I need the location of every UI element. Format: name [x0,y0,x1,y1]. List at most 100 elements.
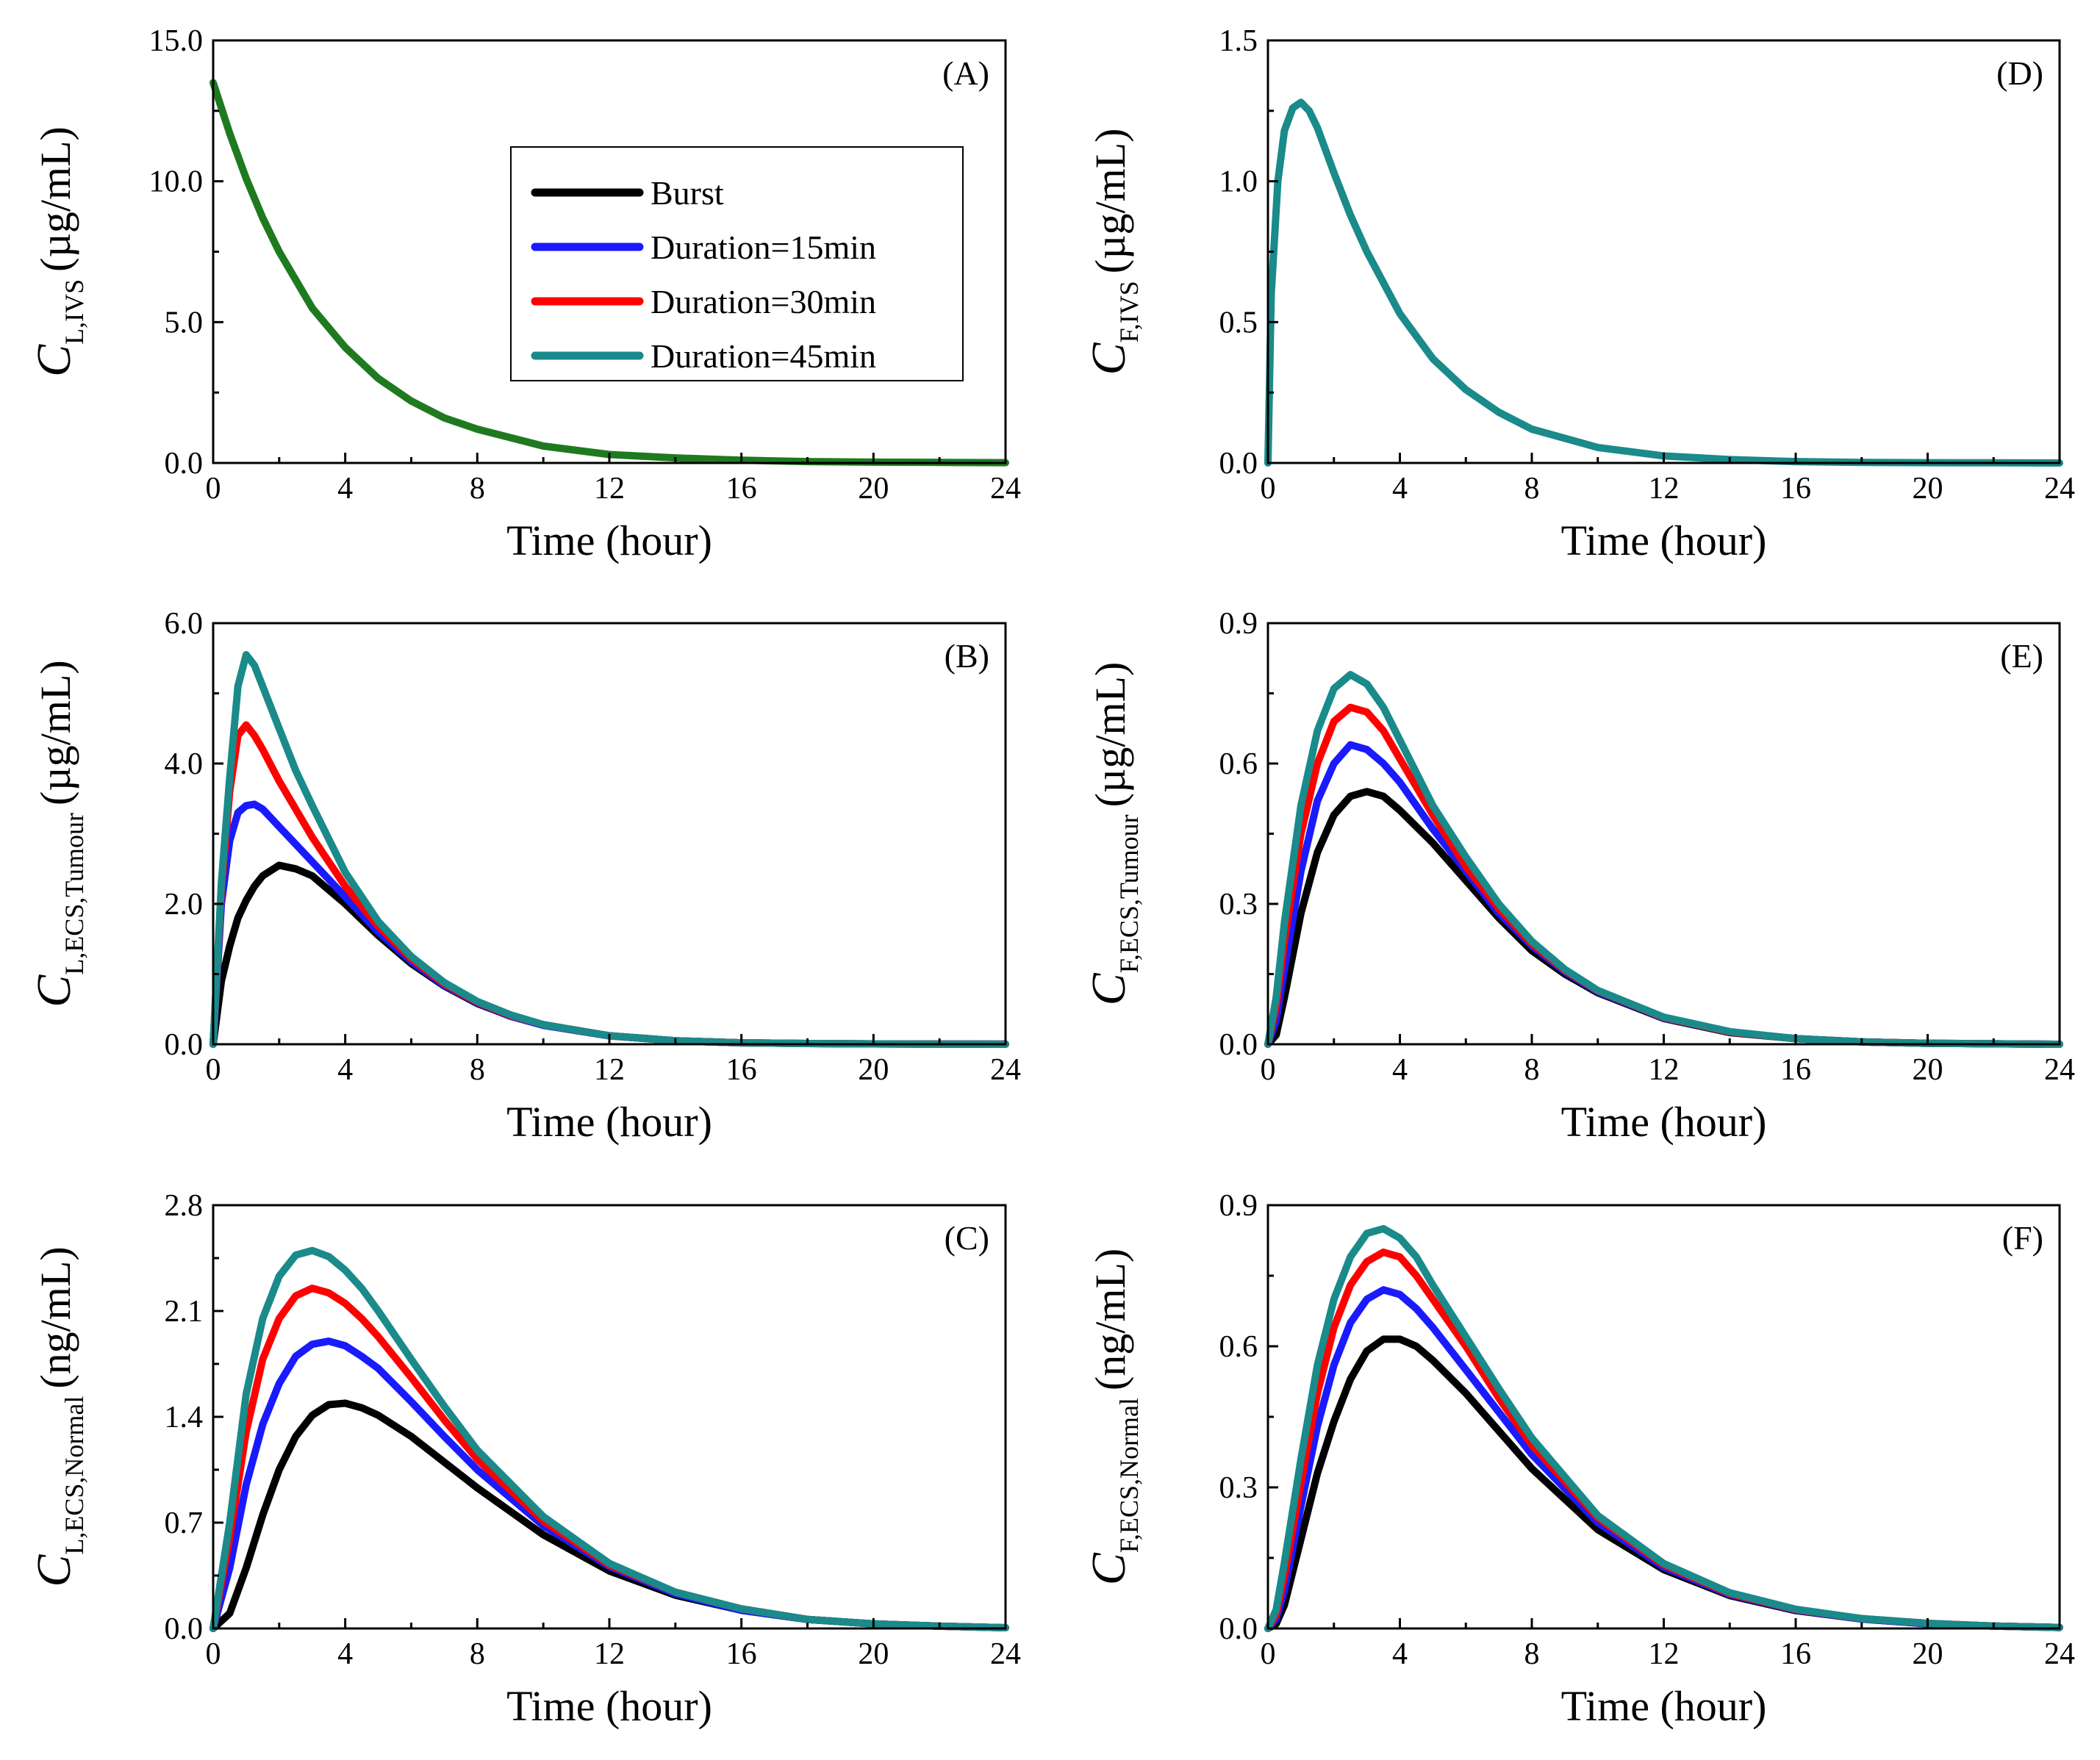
legend-label: Duration=15min [651,229,876,266]
x-tick-label-f: 12 [1649,1637,1680,1671]
y-tick-label-d: 0.5 [1219,306,1258,340]
x-tick-label-b: 24 [990,1053,1021,1087]
y-tick-label-f: 0.3 [1219,1471,1258,1505]
y-tick-label-a: 0.0 [165,447,204,481]
x-tick-label-d: 4 [1392,472,1408,506]
x-tick-label-f: 16 [1780,1637,1811,1671]
series-line-c-4 [209,1246,1009,1632]
y-axis-title-f: CF,ECS,Normal (ng/mL) [1082,1249,1144,1585]
series-line-c-1 [209,1399,1009,1632]
legend-box [510,146,964,381]
x-tick-label-f: 0 [1261,1637,1276,1671]
panel-b: 0 4 8 12 16 20 24 0.0 2.0 4.0 6.0 Time (hour) CL,ECS… [27,607,1021,1146]
y-axis-title-c: CL,ECS,Normal (ng/mL) [27,1246,89,1587]
x-tick-label-a: 20 [858,472,889,506]
y-tick-label-d: 1.5 [1219,24,1258,58]
x-tick-label-c: 24 [990,1637,1021,1671]
x-tick-label-d: 8 [1524,472,1540,506]
x-tick-label-e: 20 [1913,1053,1943,1087]
y-tick-label-e: 0.0 [1219,1028,1258,1062]
plot-frame-d [1266,39,2061,464]
x-tick-label-f: 8 [1524,1637,1540,1671]
series-line-f-1 [1264,1335,2063,1632]
y-tick-label-c: 2.8 [165,1189,204,1223]
panel-label-f: (F) [2002,1219,2043,1257]
y-tick-label-a: 10.0 [149,165,204,199]
y-axis-subscript-f: F,ECS,Normal [1114,1398,1144,1553]
y-axis-symbol-f: C [1082,1552,1136,1585]
y-tick-label-b: 2.0 [165,888,204,922]
y-axis-unit-b: (µg/mL) [32,660,79,805]
panel-d: 0 4 8 12 16 20 24 0.0 0.5 1.0 1.5 Time (hour) CF,IVS… [1082,24,2075,564]
y-axis-subscript-b: L,ECS,Tumour [60,813,89,975]
series-line-b-1 [209,861,1009,1048]
x-axis-title-a: Time (hour) [506,517,712,564]
legend-label: Duration=30min [651,283,876,320]
x-tick-label-c: 16 [726,1637,757,1671]
series-line-f-4 [1264,1225,2063,1632]
x-tick-label-a: 4 [337,472,353,506]
x-tick-label-c: 4 [337,1637,353,1671]
x-axis-title-f: Time (hour) [1561,1682,1767,1730]
x-tick-label-d: 16 [1780,472,1811,506]
series-line-e-3 [1264,703,2063,1048]
panel-c: 0 4 8 12 16 20 24 0.0 0.7 1.4 2.1 2.8 Time (hour) CL,… [27,1189,1021,1730]
panel-label-a: (A) [942,54,989,92]
x-tick-label-e: 16 [1780,1053,1811,1087]
x-tick-label-b: 12 [594,1053,625,1087]
y-tick-label-c: 2.1 [165,1295,204,1329]
y-tick-label-b: 6.0 [165,607,204,641]
x-tick-label-f: 24 [2044,1637,2075,1671]
x-tick-label-d: 0 [1261,472,1276,506]
panel-f: 0 4 8 12 16 20 24 0.0 0.3 0.6 0.9 Time (hour) CF,ECS… [1082,1189,2075,1730]
y-axis-title-d: CF,IVS (µg/mL) [1082,129,1144,376]
series-line-e-1 [1264,788,2063,1048]
x-tick-label-b: 0 [206,1053,221,1087]
y-axis-unit-f: (ng/mL) [1086,1249,1134,1390]
x-axis-title-c: Time (hour) [506,1682,712,1730]
x-tick-label-c: 0 [206,1637,221,1671]
legend-label: Duration=45min [651,337,876,375]
x-tick-label-b: 4 [337,1053,353,1087]
y-axis-symbol-b: C [27,974,81,1007]
x-axis-title-d: Time (hour) [1561,517,1767,564]
y-tick-label-b: 0.0 [165,1028,204,1062]
panel-a: 0 4 8 12 16 20 24 0.0 5.0 10.0 15.0 Time (hour) CL,I… [27,24,1021,564]
x-axis-title-b: Time (hour) [506,1098,712,1146]
y-tick-label-b: 4.0 [165,747,204,781]
panel-label-b: (B) [945,637,989,675]
y-tick-label-e: 0.6 [1219,747,1258,781]
y-axis-subscript-c: L,ECS,Normal [60,1396,89,1555]
y-axis-subscript-d: F,IVS [1114,281,1144,342]
y-tick-label-f: 0.6 [1219,1330,1258,1364]
y-axis-subscript-e: F,ECS,Tumour [1114,814,1144,973]
x-tick-label-e: 12 [1649,1053,1680,1087]
y-tick-label-a: 15.0 [149,24,204,58]
x-tick-label-a: 8 [470,472,485,506]
x-tick-label-f: 20 [1913,1637,1943,1671]
y-axis-title-b: CL,ECS,Tumour (µg/mL) [27,660,89,1007]
y-tick-label-c: 0.7 [165,1506,204,1540]
x-tick-label-c: 12 [594,1637,625,1671]
series-line-d-4 [1264,98,2063,467]
y-tick-label-c: 1.4 [165,1401,204,1434]
y-tick-label-e: 0.3 [1219,888,1258,922]
x-tick-label-e: 8 [1524,1053,1540,1087]
y-tick-label-f: 0.0 [1219,1612,1258,1646]
plot-frame-e [1266,622,2061,1046]
x-tick-label-b: 20 [858,1053,889,1087]
y-tick-label-f: 0.9 [1219,1189,1258,1223]
x-tick-label-b: 16 [726,1053,757,1087]
x-tick-label-c: 20 [858,1637,889,1671]
y-axis-symbol-d: C [1082,342,1136,375]
x-tick-label-b: 8 [470,1053,485,1087]
x-tick-label-e: 4 [1392,1053,1408,1087]
y-axis-unit-d: (µg/mL) [1086,129,1134,274]
x-tick-label-d: 20 [1913,472,1943,506]
x-tick-label-d: 24 [2044,472,2075,506]
y-tick-label-d: 1.0 [1219,165,1258,199]
x-axis-title-e: Time (hour) [1561,1098,1767,1146]
y-axis-title-a: CL,IVS (µg/mL) [27,126,89,377]
series-line-b-4 [209,651,1009,1048]
